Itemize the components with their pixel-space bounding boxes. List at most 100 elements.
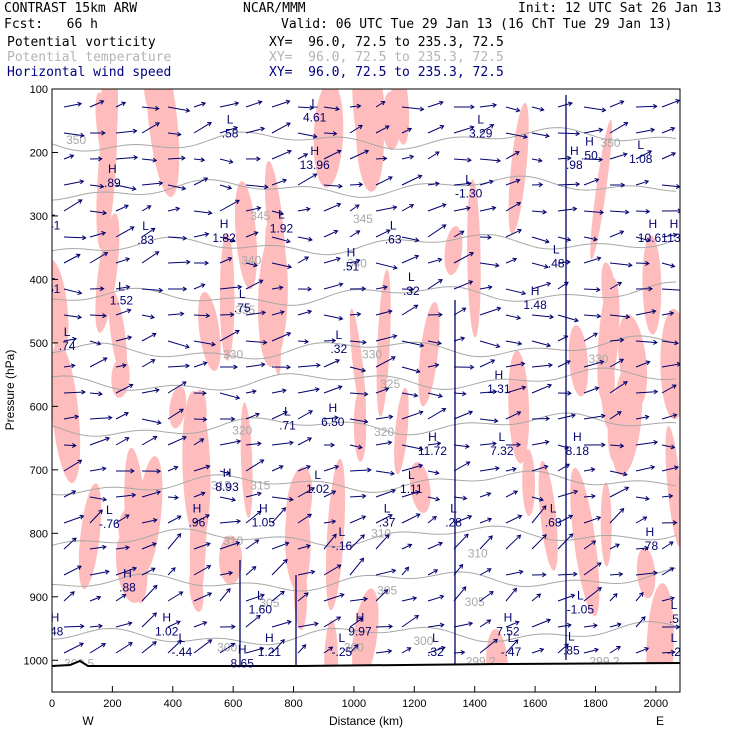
wind-vector [193, 542, 211, 550]
wind-arrowhead [307, 513, 313, 519]
wind-arrowhead [466, 206, 471, 211]
wind-vector [349, 418, 368, 423]
wind-arrowhead [312, 173, 318, 178]
pv-shade-region [52, 259, 69, 353]
wind-vector [427, 340, 442, 345]
wind-arrowhead [383, 589, 389, 594]
pv-shade-region [381, 91, 401, 151]
wind-vector [89, 437, 110, 446]
wind-vector [375, 229, 391, 238]
wind-arrowhead [176, 515, 182, 520]
wind-vector [271, 100, 290, 108]
wind-vector [531, 465, 548, 472]
wind-vector [401, 392, 418, 397]
pv-shade-region [198, 291, 221, 371]
wind-vector [635, 616, 646, 628]
wind-vector [323, 132, 337, 135]
wind-arrowhead [417, 174, 423, 180]
wind-arrowhead [441, 224, 447, 229]
wind-vector [63, 625, 84, 628]
wind-arrowhead [469, 125, 475, 131]
wind-vector [531, 593, 541, 602]
extremum-value: .61 [44, 282, 61, 296]
wind-arrowhead [185, 363, 190, 369]
pv-shade-region [508, 102, 529, 235]
wind-arrowhead [179, 408, 184, 414]
wind-arrowhead [600, 413, 606, 419]
wind-arrowhead [104, 569, 110, 575]
wind-vector [401, 647, 411, 654]
wind-arrowhead [593, 332, 598, 338]
wind-vector [609, 486, 629, 498]
wind-arrowhead [674, 465, 679, 471]
extremum-value: -.47 [501, 645, 522, 659]
wind-vector [661, 363, 680, 368]
wind-arrowhead [128, 383, 134, 389]
wind-arrowhead [156, 468, 162, 474]
wind-arrowhead [285, 99, 291, 105]
pv-shade-region [182, 390, 211, 545]
extremum-value: -1.30 [455, 187, 483, 201]
wind-arrowhead [152, 641, 157, 646]
wind-vector [479, 104, 497, 108]
x-tick-label: 1400 [462, 698, 486, 710]
extremum-type: H [310, 144, 319, 158]
wind-arrowhead [207, 210, 213, 216]
wind-vector [115, 437, 129, 446]
wind-vector [401, 464, 423, 472]
wind-arrowhead [307, 286, 312, 292]
pv-shade-region [96, 99, 117, 250]
wind-arrowhead [181, 155, 186, 161]
wind-arrowhead [409, 286, 415, 292]
wind-arrowhead [259, 593, 265, 599]
wind-vector [609, 314, 630, 318]
wind-vector [453, 182, 471, 186]
wind-vector [401, 106, 424, 110]
pv-shade-region [665, 425, 680, 547]
wind-arrowhead [101, 231, 107, 236]
wind-arrowhead [152, 584, 158, 590]
wind-vector [609, 623, 621, 628]
wind-arrowhead [676, 361, 680, 367]
x-tick-label: 0 [49, 698, 55, 710]
wind-vector [635, 262, 649, 264]
wind-vector [245, 207, 261, 212]
wind-vector [63, 642, 84, 654]
wind-arrowhead [179, 311, 185, 317]
wind-vector [505, 314, 521, 319]
wind-vector [141, 106, 159, 110]
wind-arrowhead [407, 127, 413, 133]
wind-arrowhead [98, 156, 103, 162]
wind-arrowhead [619, 358, 625, 364]
wind-arrowhead [490, 359, 496, 364]
wind-vector [427, 516, 437, 524]
extremum-type: H [265, 631, 274, 645]
wind-arrowhead [286, 149, 292, 155]
wind-arrowhead [360, 534, 365, 539]
wind-arrowhead [310, 487, 316, 492]
wind-arrowhead [355, 230, 361, 235]
wind-vector [479, 124, 494, 134]
wind-arrowhead [418, 463, 424, 469]
theta-contour [52, 281, 677, 306]
field-theta-name: Potential temperature [7, 50, 172, 65]
wind-arrowhead [257, 441, 262, 447]
wind-arrowhead [261, 310, 267, 316]
wind-arrowhead [316, 362, 321, 368]
wind-arrowhead [593, 623, 598, 629]
wind-arrowhead [151, 332, 157, 338]
wind-arrowhead [158, 287, 164, 293]
wind-arrowhead [281, 507, 287, 512]
wind-arrowhead [237, 284, 243, 290]
wind-arrowhead [256, 156, 261, 162]
wind-vector [323, 257, 341, 264]
wind-arrowhead [570, 593, 576, 599]
extremum-type: L [178, 631, 185, 645]
wind-arrowhead [256, 510, 262, 516]
wind-arrowhead [390, 470, 395, 476]
wind-vector [63, 154, 74, 160]
plot-frame [51, 88, 681, 693]
wind-arrowhead [414, 237, 420, 243]
extremum-type: H [495, 368, 504, 382]
wind-arrowhead [150, 227, 156, 233]
